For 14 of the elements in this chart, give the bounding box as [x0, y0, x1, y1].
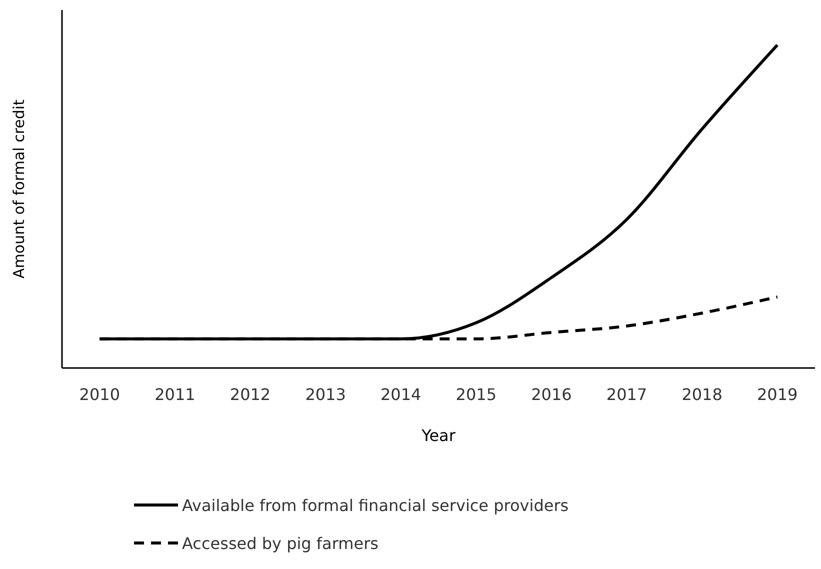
y-axis-title: Amount of formal credit [10, 99, 28, 278]
legend-label: Accessed by pig farmers [182, 534, 378, 553]
legend-label: Available from formal financial service providers [182, 496, 569, 515]
x-tick-label: 2013 [305, 385, 346, 404]
x-tick-label: 2016 [531, 385, 572, 404]
x-tick-label: 2010 [79, 385, 120, 404]
x-tick-label: 2014 [380, 385, 422, 404]
x-tick-label: 2011 [154, 385, 196, 404]
x-tick-label: 2018 [682, 385, 722, 404]
x-tick-label: 2015 [456, 385, 497, 404]
x-axis-title: Year [420, 426, 456, 445]
x-tick-label: 2017 [606, 385, 648, 404]
x-tick-label: 2019 [756, 385, 798, 404]
x-tick-label: 2012 [230, 385, 271, 404]
